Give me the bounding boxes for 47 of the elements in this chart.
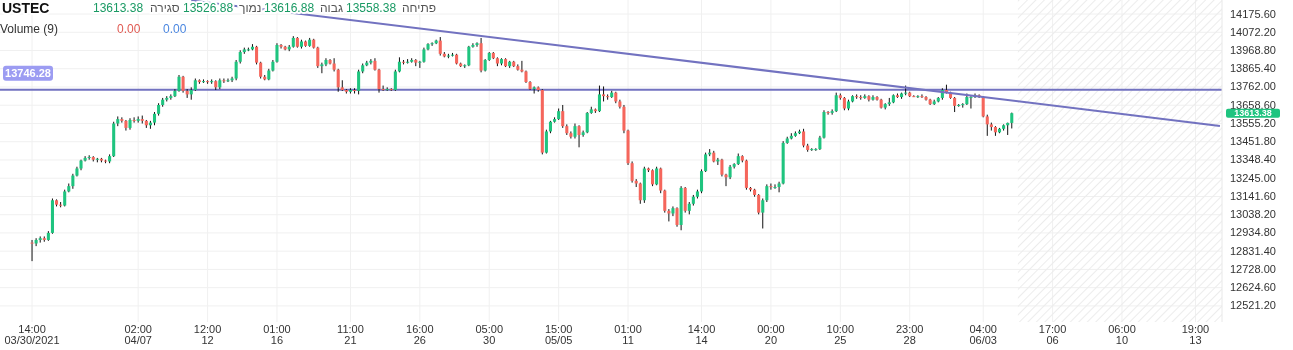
annotation: 0.00 — [163, 22, 187, 36]
annotation: Volume (9) — [0, 22, 59, 36]
x-tick-label: 11:00 21 — [337, 323, 364, 346]
x-tick-label: 19:00 13 — [1181, 323, 1210, 346]
x-tick-label: 04:00 06/03 — [969, 323, 997, 346]
x-tick-label: 23:00 28 — [895, 323, 924, 346]
annotation: גבוה — [320, 1, 343, 15]
x-tick-label: 16:00 26 — [406, 323, 434, 346]
annotation: 13613.38 — [93, 1, 144, 15]
y-tick-label: 13141.60 — [1230, 189, 1276, 202]
chart-title: USTEC — [2, 0, 50, 16]
y-tick-label: 12624.60 — [1230, 281, 1276, 294]
text: 13613.38 — [1234, 108, 1272, 119]
x-tick-label: 10:00 25 — [826, 323, 855, 346]
y-tick-label: 12831.40 — [1230, 244, 1276, 257]
x-tick-label: 01:00 11 — [614, 323, 642, 346]
y-tick-label: 13038.20 — [1230, 208, 1276, 221]
y-tick-label: 12728.00 — [1230, 262, 1276, 275]
y-tick-label: 14072.20 — [1230, 25, 1276, 38]
y-tick-label: 14175.60 — [1230, 7, 1276, 20]
x-tick-label: 12:00 12 — [193, 323, 222, 346]
x-tick-label: 15:00 05/05 — [544, 323, 573, 346]
y-tick-label: 12521.20 — [1230, 299, 1276, 312]
y-tick-label: 13451.80 — [1230, 135, 1276, 148]
x-tick-label: 02:00 04/07 — [124, 323, 152, 346]
annotation: 13616.88 — [264, 1, 315, 15]
y-tick-label: 13555.20 — [1230, 116, 1276, 129]
y-tick-label: 13658.60 — [1230, 98, 1276, 111]
y-tick-label: 13762.00 — [1230, 80, 1276, 93]
y-tick-label: 13968.80 — [1230, 44, 1276, 56]
x-tick-label: 14:00 14 — [687, 323, 716, 346]
x-tick-label: 00:00 20 — [757, 323, 785, 346]
ref-line-label: 13746.28 — [5, 67, 51, 80]
y-tick-label: 12934.80 — [1230, 226, 1276, 239]
y-tick-label: 13245.00 — [1230, 171, 1276, 184]
annotation: 13558.38 — [346, 1, 397, 15]
annotation: 0.00 — [117, 22, 141, 36]
annotation: פתיחה — [402, 1, 436, 15]
y-tick-label: 13865.40 — [1230, 62, 1276, 75]
x-tick-label: 05:00 30 — [475, 323, 504, 346]
y-tick-label: 13348.40 — [1230, 153, 1276, 166]
x-tick-label: 06:00 10 — [1108, 323, 1136, 346]
x-tick-label: 01:00 16 — [263, 323, 291, 346]
x-tick-label: 14:00 03/30/2021 — [4, 323, 60, 346]
annotation: סגירה — [150, 1, 180, 15]
x-tick-label: 17:00 06 — [1038, 323, 1067, 346]
annotation: 13526.88 — [183, 1, 234, 15]
